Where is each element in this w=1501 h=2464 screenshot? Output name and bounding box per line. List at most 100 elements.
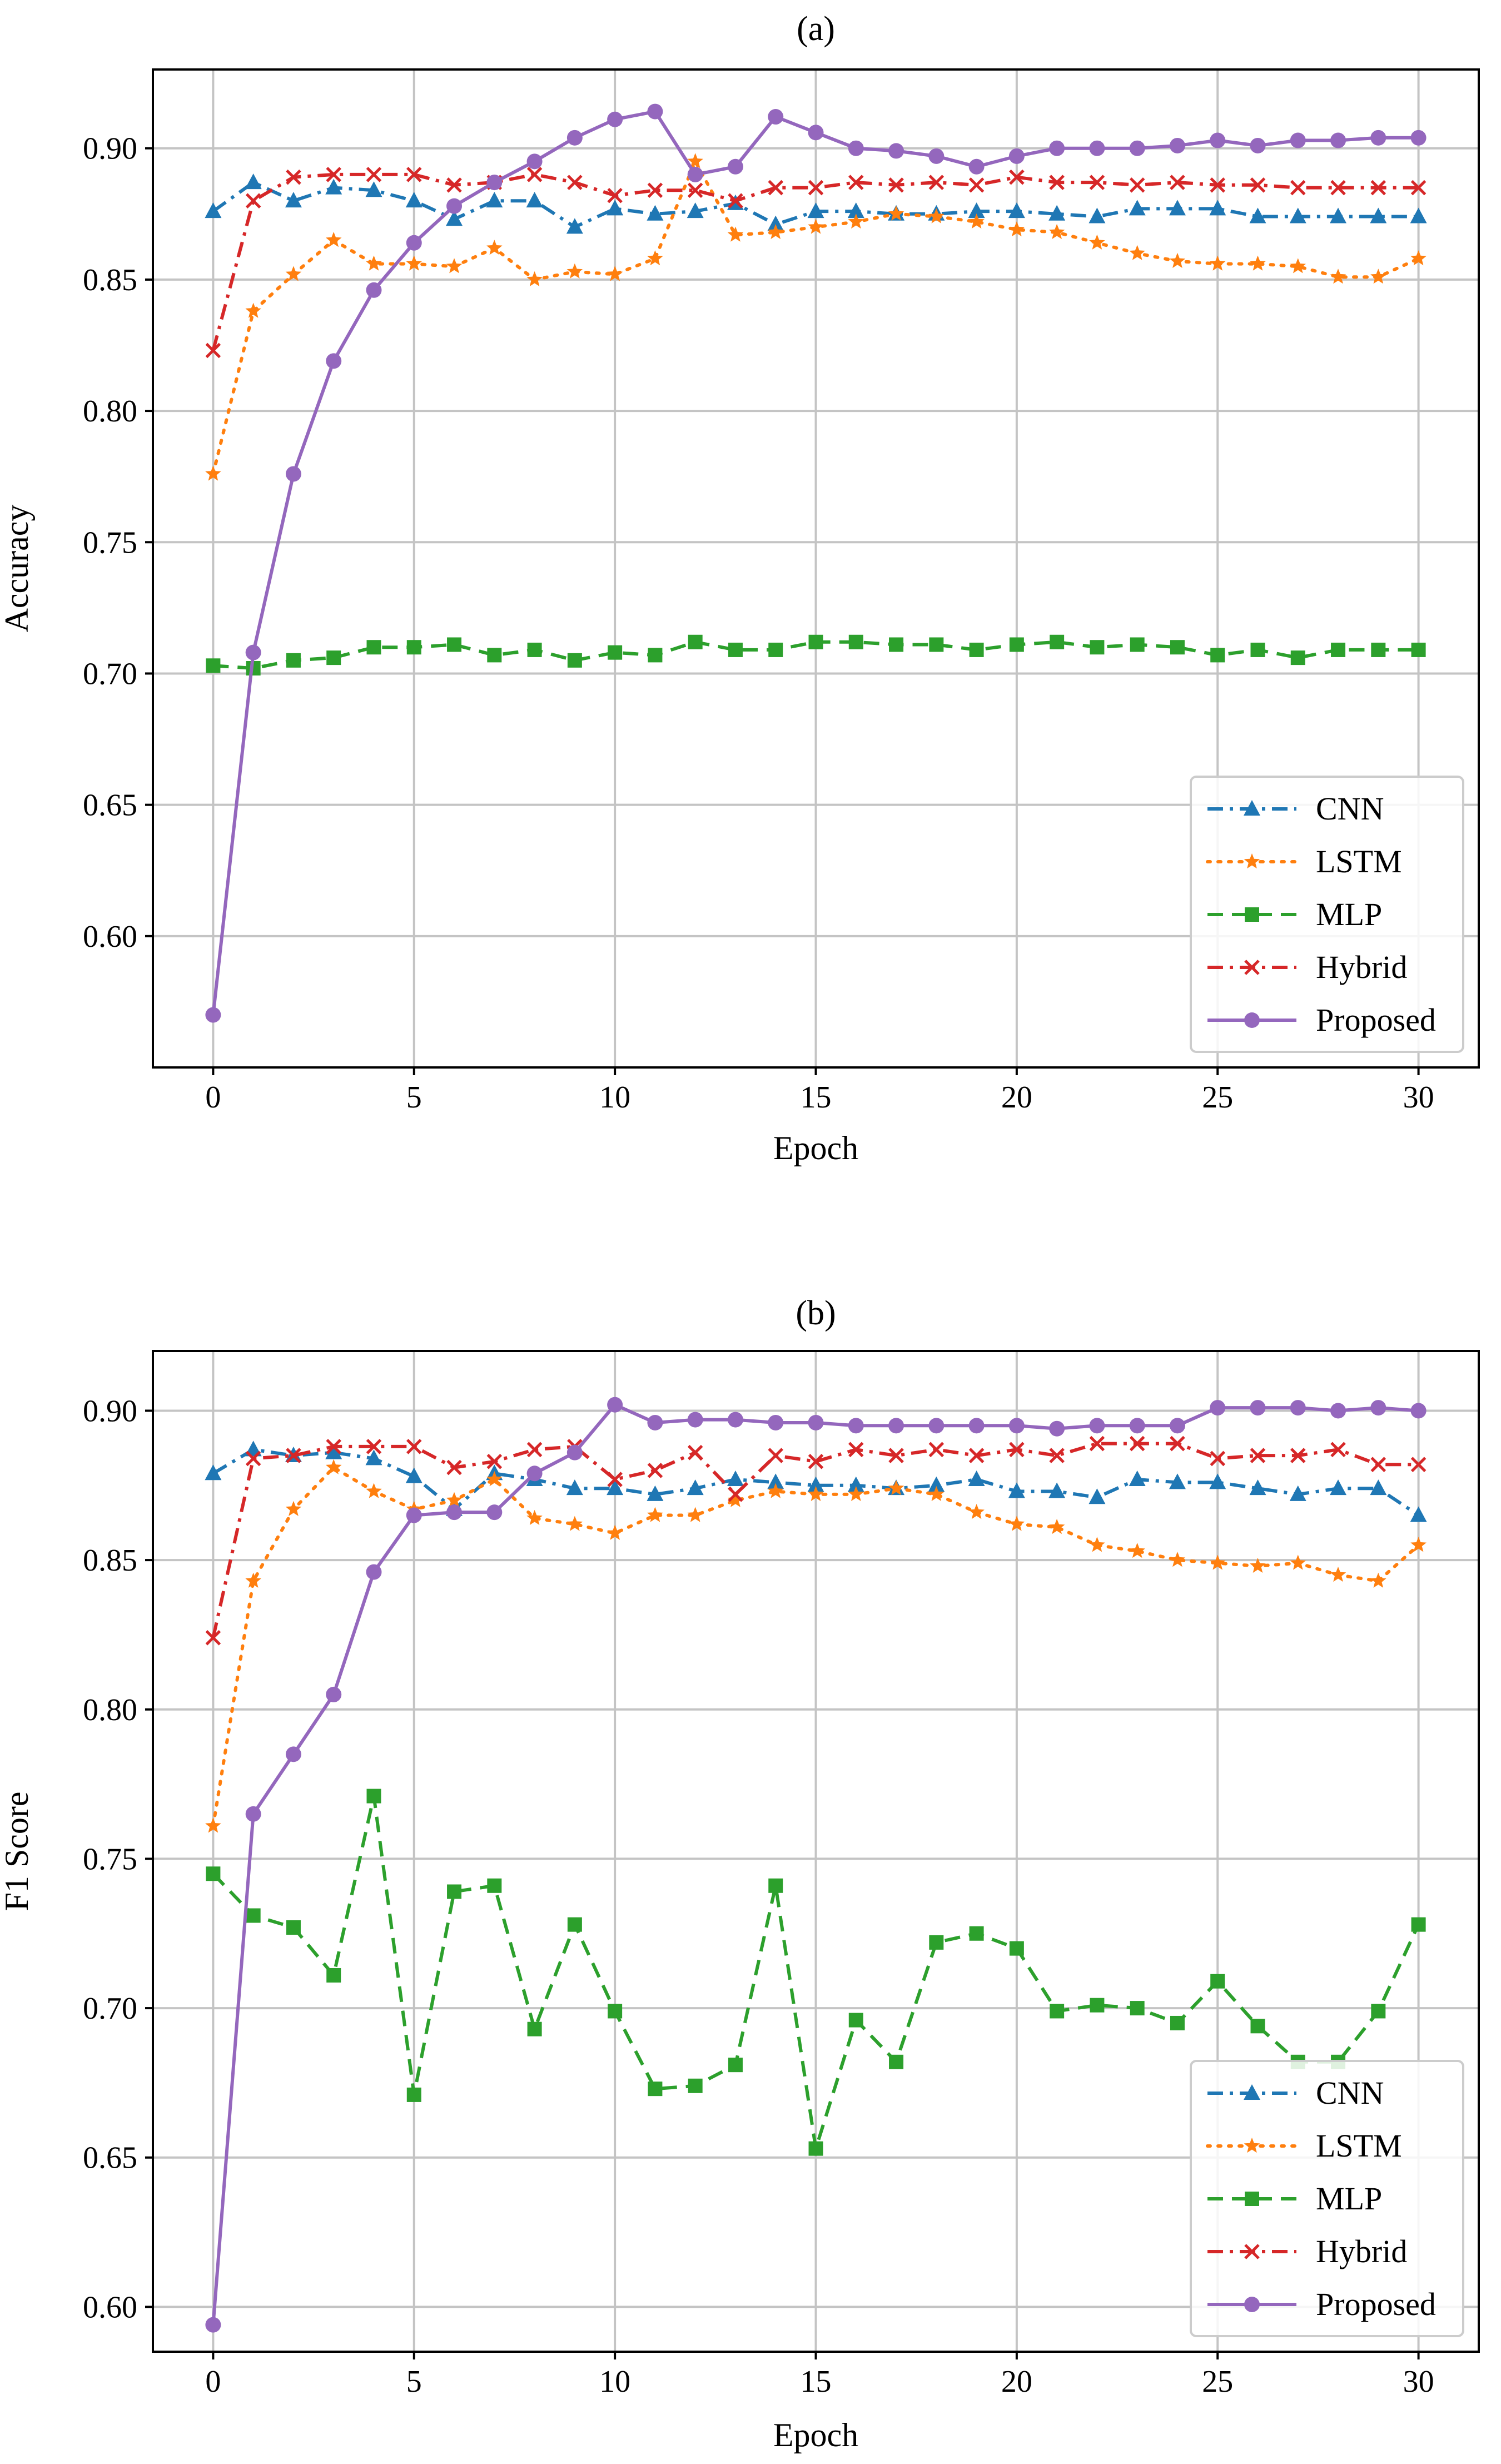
data-point-mlp: [406, 640, 421, 655]
data-point-hybrid: [1250, 177, 1266, 193]
data-point-cnn: [1129, 200, 1146, 216]
data-point-lstm: [486, 1471, 503, 1487]
data-point-proposed: [687, 166, 703, 182]
data-point-lstm: [446, 1492, 463, 1507]
data-point-mlp: [608, 2004, 623, 2019]
data-point-hybrid: [768, 180, 783, 196]
data-point-proposed: [607, 111, 623, 127]
data-point-lstm: [566, 1516, 583, 1531]
data-point-mlp: [1130, 2001, 1145, 2016]
data-point-lstm: [848, 1486, 864, 1501]
data-point-cnn: [566, 1479, 583, 1496]
y-tick-label: 0.80: [83, 394, 137, 429]
data-point-hybrid: [1210, 177, 1225, 193]
data-point-lstm: [486, 240, 503, 255]
data-point-proposed: [1330, 1403, 1346, 1419]
data-point-mlp: [286, 653, 301, 668]
legend-marker-mlp: [1245, 2192, 1259, 2206]
data-point-mlp: [728, 642, 743, 657]
data-point-hybrid: [1210, 1450, 1225, 1467]
data-point-lstm: [607, 1524, 623, 1540]
data-point-lstm: [205, 1817, 221, 1833]
legend-label-lstm: LSTM: [1316, 843, 1402, 880]
data-point-hybrid: [728, 1487, 743, 1502]
data-point-lstm: [768, 223, 784, 239]
data-point-lstm: [808, 218, 824, 234]
data-point-hybrid: [205, 342, 221, 359]
data-point-cnn: [365, 181, 382, 197]
data-point-lstm: [687, 1507, 703, 1522]
data-point-proposed: [968, 1418, 985, 1434]
data-point-lstm: [526, 1509, 543, 1525]
legend-marker-mlp: [1245, 907, 1259, 922]
data-point-cnn: [245, 173, 262, 190]
data-point-cnn: [1370, 1479, 1387, 1496]
data-point-mlp: [326, 650, 341, 665]
data-point-mlp: [1371, 2004, 1386, 2019]
data-point-lstm: [366, 255, 382, 271]
data-point-proposed: [1049, 140, 1065, 156]
x-tick-label: 5: [406, 1080, 422, 1115]
data-point-hybrid: [1129, 177, 1145, 193]
x-axis-label: Epoch: [773, 1130, 858, 1166]
legend-label-cnn: CNN: [1316, 791, 1384, 827]
data-point-proposed: [1290, 132, 1306, 148]
legend: CNN LSTM MLP Hybrid Proposed: [1190, 2060, 1464, 2337]
data-point-cnn: [807, 1476, 824, 1492]
data-point-cnn: [687, 1479, 704, 1496]
data-point-mlp: [1170, 640, 1185, 655]
data-point-cnn: [607, 1479, 624, 1496]
data-point-cnn: [687, 202, 704, 218]
x-tick-label: 30: [1403, 2364, 1434, 2399]
y-tick-label: 0.75: [83, 525, 137, 560]
data-point-cnn: [1330, 1479, 1347, 1496]
data-point-hybrid: [567, 175, 583, 190]
data-point-proposed: [888, 143, 904, 159]
legend-marker-lstm: [1244, 853, 1260, 869]
data-point-hybrid: [1170, 1435, 1185, 1452]
data-point-lstm: [1169, 252, 1186, 268]
legend-marker-cnn: [1244, 2084, 1260, 2100]
data-point-cnn: [847, 1476, 864, 1492]
data-point-lstm: [285, 1501, 302, 1516]
data-point-lstm: [848, 213, 864, 229]
chart-title: (a): [797, 10, 835, 48]
data-point-lstm: [928, 1486, 945, 1501]
data-point-hybrid: [245, 193, 261, 208]
data-point-hybrid: [1410, 180, 1427, 196]
data-point-proposed: [245, 644, 261, 660]
data-point-lstm: [1048, 1519, 1065, 1534]
data-point-cnn: [1129, 1471, 1146, 1487]
series-mlp: [206, 634, 1426, 675]
data-point-proposed: [1210, 132, 1226, 148]
data-point-lstm: [285, 266, 302, 281]
data-point-mlp: [688, 634, 703, 649]
legend-marker-hybrid: [1244, 2244, 1260, 2259]
data-point-hybrid: [1009, 1442, 1025, 1458]
data-point-cnn: [1089, 207, 1106, 223]
x-tick-label: 25: [1202, 1080, 1233, 1115]
data-point-lstm: [928, 208, 945, 223]
data-point-lstm: [1330, 269, 1346, 284]
x-tick-label: 30: [1403, 1080, 1434, 1115]
data-point-hybrid: [1330, 180, 1346, 196]
data-point-proposed: [1008, 1418, 1025, 1434]
data-point-cnn: [1008, 202, 1025, 218]
chart-title: (b): [796, 1294, 836, 1332]
data-point-mlp: [808, 634, 823, 649]
data-point-proposed: [446, 198, 463, 214]
data-point-cnn: [1048, 205, 1066, 221]
data-point-mlp: [1290, 650, 1305, 665]
legend-marker-proposed: [1244, 1012, 1260, 1028]
data-point-lstm: [1129, 1543, 1145, 1558]
data-point-lstm: [888, 205, 904, 221]
data-point-proposed: [928, 1418, 945, 1434]
data-point-hybrid: [728, 193, 743, 208]
series-proposed: [205, 103, 1427, 1023]
data-point-proposed: [727, 1412, 743, 1428]
data-point-hybrid: [286, 1448, 301, 1463]
data-point-hybrid: [607, 187, 623, 203]
y-tick-label: 0.65: [83, 2141, 137, 2175]
data-point-lstm: [1008, 1516, 1025, 1531]
